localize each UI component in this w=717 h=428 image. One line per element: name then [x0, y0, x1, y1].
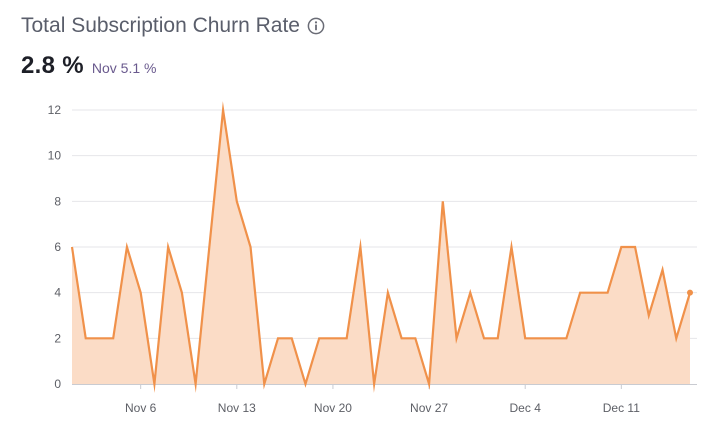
current-value: 2.8 % [21, 52, 84, 79]
x-axis-ticks: Nov 6 Nov 13 Nov 20 Nov 27 Dec 4 Dec 11 [125, 384, 640, 415]
y-tick-label: 6 [54, 240, 61, 254]
info-icon[interactable] [307, 17, 325, 35]
y-tick-label: 4 [54, 286, 61, 300]
comparison-value: Nov 5.1 % [91, 60, 157, 76]
y-tick-label: 10 [48, 149, 62, 163]
x-tick-label: Nov 27 [410, 401, 448, 415]
x-tick-label: Nov 6 [125, 401, 157, 415]
x-tick-label: Dec 11 [603, 401, 640, 415]
y-tick-label: 0 [54, 377, 61, 391]
y-tick-label: 2 [54, 331, 61, 345]
x-tick-label: Nov 20 [314, 401, 352, 415]
last-data-point[interactable] [687, 289, 693, 296]
y-axis-ticks: 0 2 4 6 8 10 12 [48, 103, 62, 391]
series-line [70, 101, 692, 393]
series-area-fill [72, 110, 690, 384]
metric-summary: 2.8 % Nov 5.1 % [21, 52, 156, 80]
y-tick-label: 8 [54, 194, 61, 208]
x-tick-label: Nov 13 [218, 401, 256, 415]
x-tick-label: Dec 4 [510, 401, 542, 415]
y-tick-label: 12 [48, 103, 62, 117]
chart-header: Total Subscription Churn Rate [21, 14, 325, 38]
chart-title: Total Subscription Churn Rate [21, 14, 300, 37]
